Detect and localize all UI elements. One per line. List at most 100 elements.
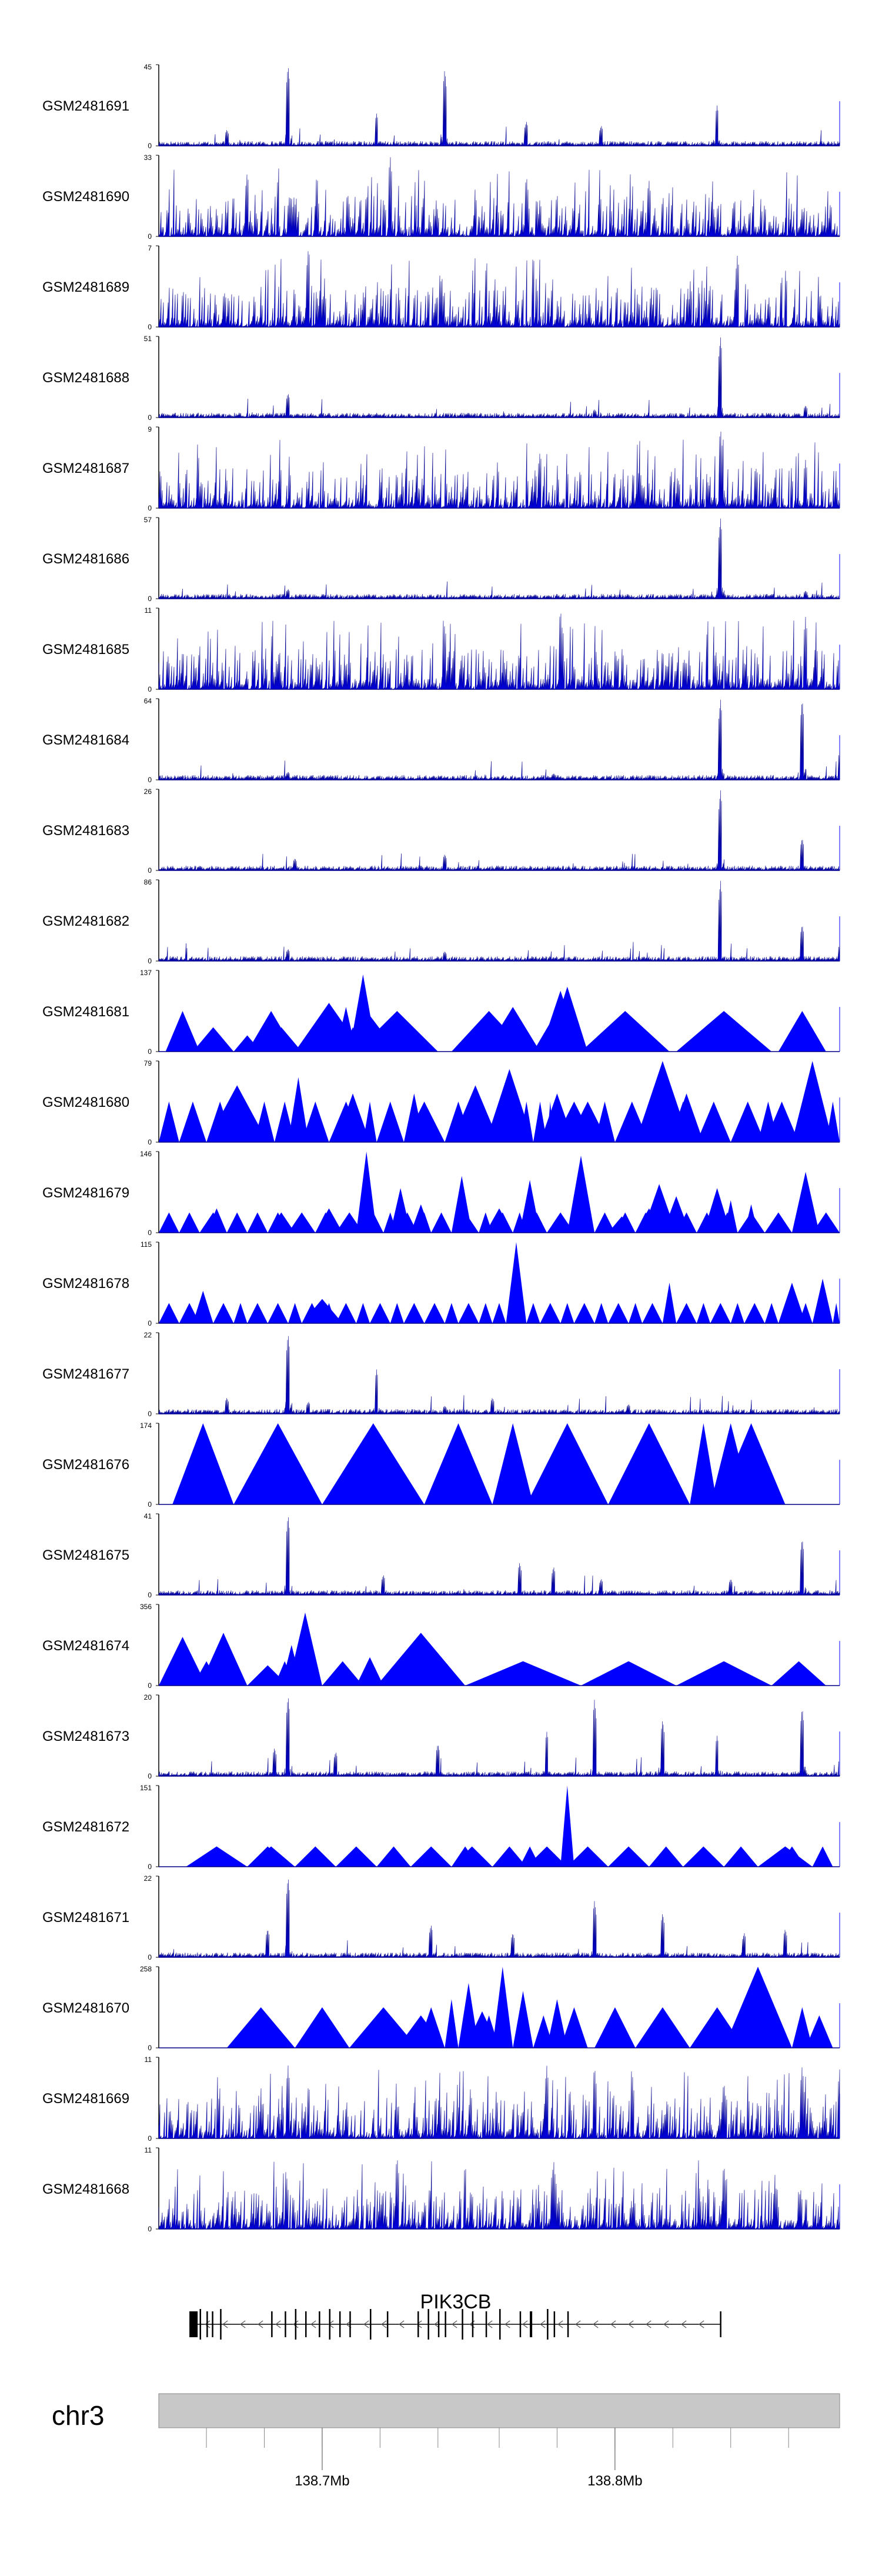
signal-triangle bbox=[683, 1846, 724, 1867]
y-max-label: 41 bbox=[144, 1512, 152, 1520]
y-min-label: 0 bbox=[148, 232, 152, 241]
track-label: GSM2481684 bbox=[42, 732, 129, 748]
y-max-label: 146 bbox=[140, 1150, 152, 1158]
signal-triangle bbox=[288, 1212, 316, 1233]
track-GSM2481673: GSM2481673 20 0 bbox=[42, 1693, 840, 1780]
signal-triangle bbox=[492, 1846, 527, 1867]
y-max-label: 258 bbox=[140, 1965, 152, 1973]
y-max-label: 22 bbox=[144, 1331, 152, 1339]
signal-triangle bbox=[730, 1102, 765, 1142]
signal-triangle bbox=[390, 1188, 411, 1233]
gene-exon bbox=[285, 2311, 286, 2337]
signal-triangle bbox=[696, 1102, 731, 1142]
y-max-label: 20 bbox=[144, 1693, 152, 1701]
track-GSM2481672: GSM2481672 151 0 bbox=[42, 1784, 840, 1871]
signal-triangle bbox=[778, 1011, 826, 1052]
signal-triangle bbox=[513, 1991, 533, 2048]
signal-triangle bbox=[730, 1303, 744, 1323]
y-min-label: 0 bbox=[148, 957, 152, 965]
track-GSM2481691: GSM2481691 45 0 bbox=[42, 63, 840, 150]
signal-triangle bbox=[445, 1303, 459, 1323]
strand-arrow bbox=[434, 2320, 440, 2328]
gene-exon bbox=[427, 2309, 429, 2340]
signal-triangle bbox=[179, 1212, 200, 1233]
signal-triangle bbox=[519, 1846, 540, 1867]
signal-triangle bbox=[771, 1661, 826, 1686]
y-min-label: 0 bbox=[148, 1681, 152, 1690]
strand-arrow bbox=[381, 2320, 387, 2328]
signal-triangle bbox=[465, 2011, 499, 2048]
signal-triangle bbox=[485, 1069, 533, 1142]
gene-exon bbox=[417, 2311, 419, 2337]
signal-triangle bbox=[159, 1637, 207, 1686]
track-label: GSM2481681 bbox=[42, 1004, 129, 1020]
strand-arrow bbox=[646, 2320, 652, 2328]
y-min-label: 0 bbox=[148, 1772, 152, 1780]
signal-triangle bbox=[635, 2007, 690, 2048]
gene-exon bbox=[305, 2311, 307, 2337]
track-GSM2481670: GSM2481670 258 0 bbox=[42, 1965, 840, 2052]
y-max-label: 33 bbox=[144, 154, 152, 162]
signal-triangle bbox=[833, 1303, 840, 1323]
track-label: GSM2481673 bbox=[42, 1729, 129, 1744]
strand-arrow bbox=[310, 2320, 316, 2328]
signal-triangle bbox=[594, 2007, 636, 2048]
strand-arrow bbox=[522, 2320, 528, 2328]
signal-triangle bbox=[336, 1212, 363, 1233]
chromosome-band bbox=[158, 2393, 840, 2428]
signal-triangle bbox=[159, 1212, 179, 1233]
signal-triangle bbox=[465, 1661, 581, 1686]
signal-triangle bbox=[268, 1303, 288, 1323]
signal-triangle bbox=[526, 1303, 540, 1323]
strand-arrow bbox=[275, 2320, 281, 2328]
signal-triangle bbox=[268, 1212, 295, 1233]
track-label: GSM2481674 bbox=[42, 1638, 129, 1654]
y-min-label: 0 bbox=[148, 1138, 152, 1146]
signal-triangle bbox=[540, 1303, 561, 1323]
track-GSM2481680: GSM2481680 79 0 bbox=[42, 1059, 840, 1146]
signal-triangle bbox=[336, 1007, 356, 1052]
signal-triangle bbox=[567, 1208, 588, 1233]
gene-exon bbox=[189, 2311, 198, 2337]
gene-exon bbox=[567, 2311, 569, 2337]
gene-model bbox=[189, 2309, 721, 2340]
signal-triangle bbox=[547, 1999, 567, 2048]
signal-triangle bbox=[226, 2007, 295, 2048]
y-min-label: 0 bbox=[148, 504, 152, 512]
y-max-label: 174 bbox=[140, 1422, 152, 1430]
signal-triangle bbox=[376, 1102, 404, 1142]
gene-exon bbox=[206, 2311, 208, 2337]
track-label: GSM2481672 bbox=[42, 1819, 129, 1835]
signal-triangle bbox=[479, 1303, 493, 1323]
strand-arrow bbox=[540, 2320, 546, 2328]
strand-arrow bbox=[628, 2320, 634, 2328]
track-label: GSM2481671 bbox=[42, 1910, 129, 1926]
signal-triangle bbox=[594, 1212, 615, 1233]
signal-triangle bbox=[336, 1093, 370, 1142]
signal-triangle bbox=[451, 1176, 472, 1233]
gene-exon bbox=[530, 2311, 533, 2337]
signal-triangle bbox=[669, 1093, 704, 1142]
track-label: GSM2481678 bbox=[42, 1276, 129, 1292]
strand-arrow bbox=[487, 2320, 493, 2328]
track-label: GSM2481690 bbox=[42, 189, 129, 205]
strand-arrow bbox=[258, 2320, 263, 2328]
track-label: GSM2481689 bbox=[42, 279, 129, 295]
signal-triangle bbox=[349, 974, 377, 1052]
chromosome-ideogram: chr3 138.7Mb 138.8Mb bbox=[52, 2393, 840, 2489]
y-min-label: 0 bbox=[148, 595, 152, 603]
signal-area bbox=[158, 2160, 840, 2230]
strand-arrow bbox=[681, 2320, 687, 2328]
track-GSM2481687: GSM2481687 9 0 bbox=[42, 425, 840, 512]
y-min-label: 0 bbox=[148, 685, 152, 693]
strand-arrow bbox=[293, 2320, 299, 2328]
signal-triangle bbox=[547, 1212, 574, 1233]
signal-triangle bbox=[608, 1303, 629, 1323]
signal-triangle bbox=[226, 1212, 248, 1233]
track-GSM2481676: GSM2481676 174 0 bbox=[42, 1422, 840, 1509]
signal-triangle bbox=[288, 1612, 322, 1686]
signal-triangle bbox=[806, 2015, 833, 2048]
signal-triangle bbox=[492, 1303, 506, 1323]
gene-exon bbox=[271, 2311, 273, 2337]
signal-triangle bbox=[764, 1303, 779, 1323]
